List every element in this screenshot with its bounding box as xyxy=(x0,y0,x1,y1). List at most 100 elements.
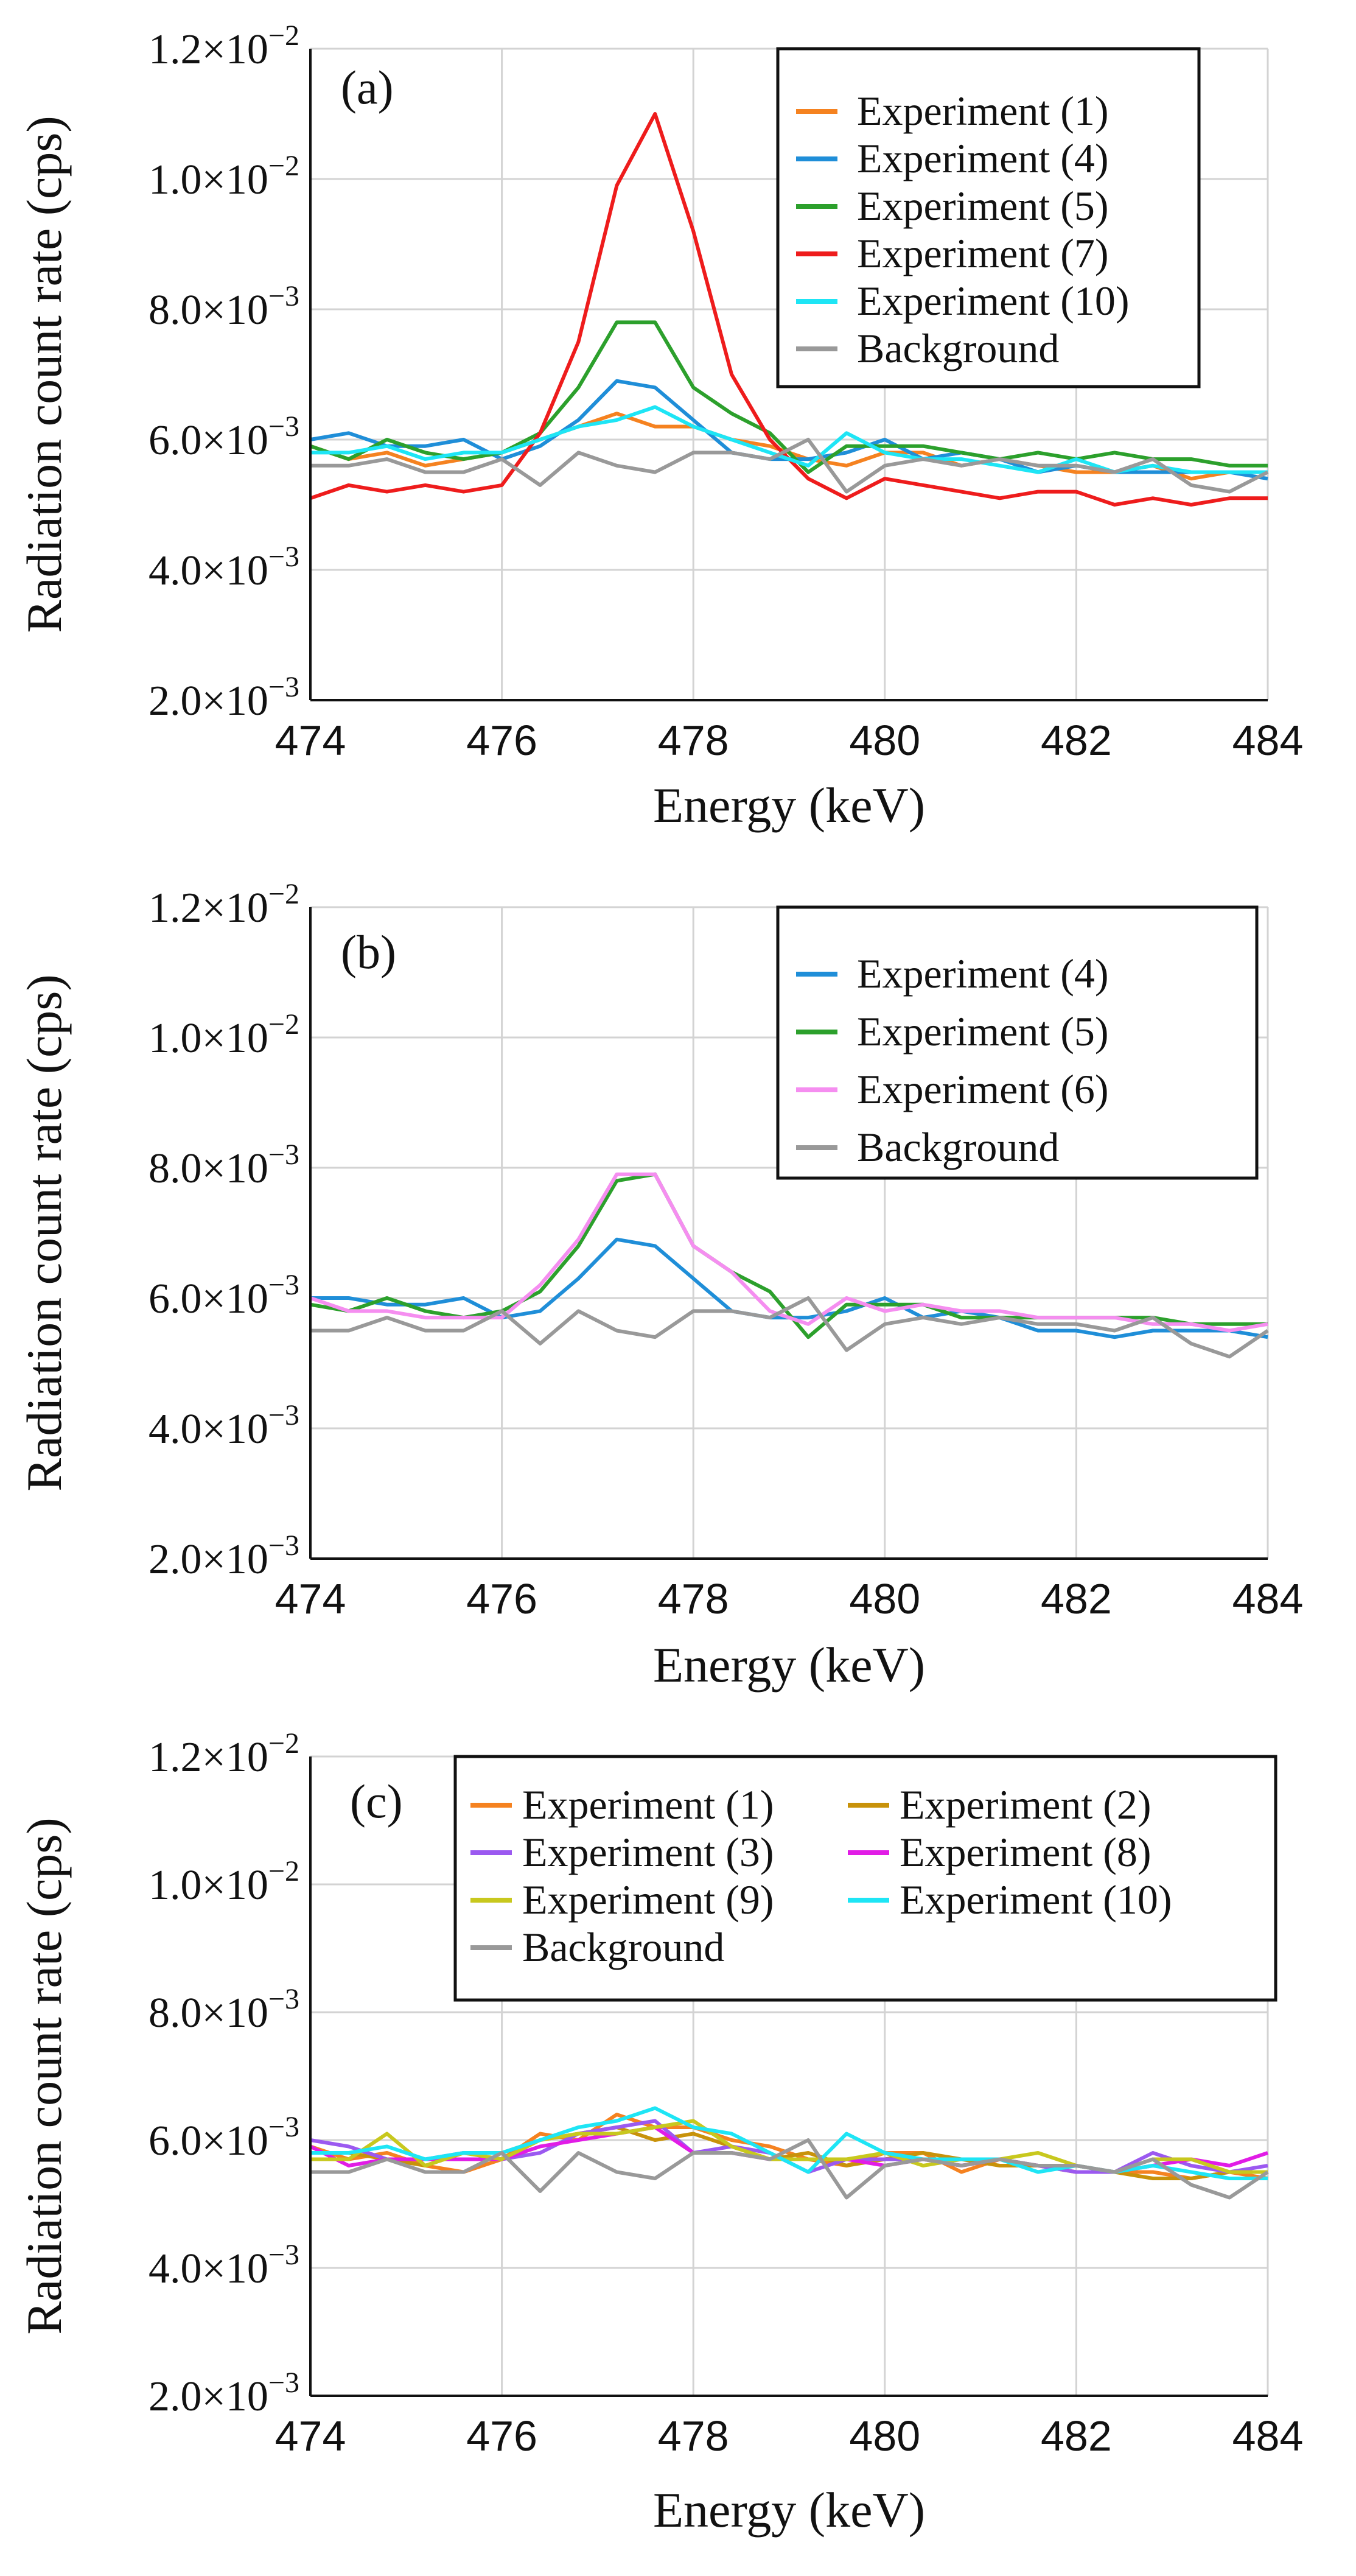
y-tick-label: 6.0×10−3 xyxy=(149,2111,299,2164)
x-tick-label: 474 xyxy=(275,2412,346,2460)
y-tick-exponent: −3 xyxy=(268,671,299,703)
chart-panel-2: 474 476 478 480 482 4842.0×10−34.0×10−36.0×10… xyxy=(16,878,1303,1693)
y-axis-label: Radiation count rate (cps) xyxy=(16,1817,72,2334)
y-tick-mantissa: 6.0×10 xyxy=(149,417,268,464)
y-tick-mantissa: 4.0×10 xyxy=(149,2245,268,2292)
legend-entry: Experiment (7) xyxy=(857,230,1109,276)
x-tick-label: 474 xyxy=(275,717,346,764)
legend-entry: Experiment (4) xyxy=(857,950,1109,997)
legend-entry: Background xyxy=(857,1124,1059,1170)
legend-entry: Experiment (10) xyxy=(900,1876,1172,1923)
y-tick-exponent: −3 xyxy=(268,1269,299,1301)
legend-entry: Experiment (8) xyxy=(900,1829,1152,1875)
series-line-experiment-6 xyxy=(310,1172,1268,1333)
legend-entry: Experiment (6) xyxy=(857,1066,1109,1112)
y-tick-exponent: −2 xyxy=(268,19,299,52)
y-tick-label: 6.0×10−3 xyxy=(149,410,299,464)
x-tick-label: 482 xyxy=(1041,1575,1112,1623)
legend: Experiment (1)Experiment (4) Experiment (… xyxy=(776,47,1201,388)
legend-entry: Experiment (10) xyxy=(857,278,1130,324)
y-axis-label: Radiation count rate (cps) xyxy=(16,974,72,1491)
y-tick-label: 8.0×10−3 xyxy=(149,1139,299,1192)
y-tick-mantissa: 1.0×10 xyxy=(149,156,268,203)
y-tick-mantissa: 1.2×10 xyxy=(149,26,268,73)
panel-label: (a) xyxy=(341,61,394,114)
chart-panel-3: 474 476 478 480 482 4842.0×10−34.0×10−36.0×10… xyxy=(16,1727,1303,2538)
legend-box xyxy=(776,47,1201,388)
y-tick-mantissa: 1.2×10 xyxy=(149,885,268,932)
y-tick-label: 4.0×10−3 xyxy=(149,2239,299,2292)
y-tick-label: 1.0×10−2 xyxy=(149,1008,299,1062)
legend-entry: Experiment (1) xyxy=(522,1781,774,1828)
series-line-background xyxy=(310,438,1269,494)
legend-entry: Experiment (9) xyxy=(522,1876,774,1923)
y-tick-mantissa: 8.0×10 xyxy=(149,1990,268,2037)
series-line-experiment-5 xyxy=(310,320,1268,474)
y-tick-label: 4.0×10−3 xyxy=(149,1399,299,1453)
y-tick-exponent: −3 xyxy=(268,410,299,443)
y-tick-exponent: −3 xyxy=(268,2367,299,2399)
series-line-experiment-5 xyxy=(310,1172,1268,1339)
y-tick-exponent: −3 xyxy=(268,541,299,573)
y-tick-mantissa: 2.0×10 xyxy=(149,2373,268,2420)
x-tick-label: 476 xyxy=(466,2412,537,2460)
y-tick-label: 1.2×10−2 xyxy=(149,1727,299,1781)
y-tick-exponent: −3 xyxy=(268,2111,299,2143)
panel-label: (c) xyxy=(350,1775,403,1828)
y-tick-exponent: −2 xyxy=(268,878,299,910)
y-tick-label: 6.0×10−3 xyxy=(149,1269,299,1322)
panel-label: (b) xyxy=(341,925,396,978)
series-line-background xyxy=(310,1296,1269,1359)
y-tick-label: 2.0×10−3 xyxy=(149,2367,299,2420)
legend-entry: Background xyxy=(522,1924,724,1970)
x-axis-label: Energy (keV) xyxy=(653,1637,925,1693)
x-tick-label: 480 xyxy=(849,1575,920,1623)
y-tick-mantissa: 6.0×10 xyxy=(149,1276,268,1322)
chart-panel-1: 474 476 478 480 482 4842.0×10−34.0×10−36.0×10… xyxy=(16,19,1303,833)
y-tick-label: 8.0×10−3 xyxy=(149,1983,299,2037)
x-tick-label: 476 xyxy=(466,1575,537,1623)
x-tick-label: 478 xyxy=(658,717,729,764)
legend-entry: Background xyxy=(857,325,1059,371)
y-axis-label: Radiation count rate (cps) xyxy=(16,116,72,633)
y-tick-exponent: −3 xyxy=(268,1399,299,1431)
y-tick-mantissa: 1.2×10 xyxy=(149,1734,268,1781)
series-line-experiment-4 xyxy=(310,1237,1268,1339)
legend-entry: Experiment (4) xyxy=(857,135,1109,181)
y-tick-exponent: −3 xyxy=(268,280,299,312)
y-tick-label: 4.0×10−3 xyxy=(149,541,299,594)
series-line-experiment-4 xyxy=(310,379,1268,481)
series-line-background xyxy=(310,2138,1269,2200)
x-tick-label: 482 xyxy=(1041,717,1112,764)
y-tick-mantissa: 6.0×10 xyxy=(149,2118,268,2164)
y-tick-exponent: −2 xyxy=(268,1727,299,1760)
legend-entry: Experiment (1) xyxy=(857,88,1109,134)
legend: Experiment (1) Experiment (2)Experiment (… xyxy=(453,1755,1277,2002)
y-tick-exponent: −2 xyxy=(268,1855,299,1887)
x-axis-label: Energy (keV) xyxy=(653,777,925,833)
y-tick-mantissa: 2.0×10 xyxy=(149,1536,268,1583)
x-tick-label: 482 xyxy=(1041,2412,1112,2460)
y-tick-mantissa: 4.0×10 xyxy=(149,547,268,594)
y-tick-exponent: −3 xyxy=(268,1139,299,1171)
y-tick-label: 1.2×10−2 xyxy=(149,19,299,73)
legend-box xyxy=(453,1755,1277,2002)
y-tick-exponent: −3 xyxy=(268,1983,299,2015)
x-tick-label: 478 xyxy=(658,2412,729,2460)
y-tick-exponent: −2 xyxy=(268,1008,299,1041)
x-tick-label: 484 xyxy=(1232,717,1304,764)
legend-entry: Experiment (5) xyxy=(857,1008,1109,1055)
x-tick-label: 484 xyxy=(1232,2412,1304,2460)
y-tick-exponent: −3 xyxy=(268,1529,299,1562)
x-axis-label: Energy (keV) xyxy=(653,2482,925,2538)
y-tick-mantissa: 1.0×10 xyxy=(149,1015,268,1062)
legend: Experiment (4) Experiment (5) Experiment (… xyxy=(776,905,1259,1180)
legend-entry: Experiment (3) xyxy=(522,1829,774,1875)
x-tick-label: 480 xyxy=(849,2412,920,2460)
y-tick-label: 1.0×10−2 xyxy=(149,150,299,203)
x-tick-label: 484 xyxy=(1232,1575,1304,1623)
y-tick-mantissa: 1.0×10 xyxy=(149,1862,268,1909)
y-tick-exponent: −3 xyxy=(268,2239,299,2271)
y-tick-mantissa: 4.0×10 xyxy=(149,1406,268,1453)
